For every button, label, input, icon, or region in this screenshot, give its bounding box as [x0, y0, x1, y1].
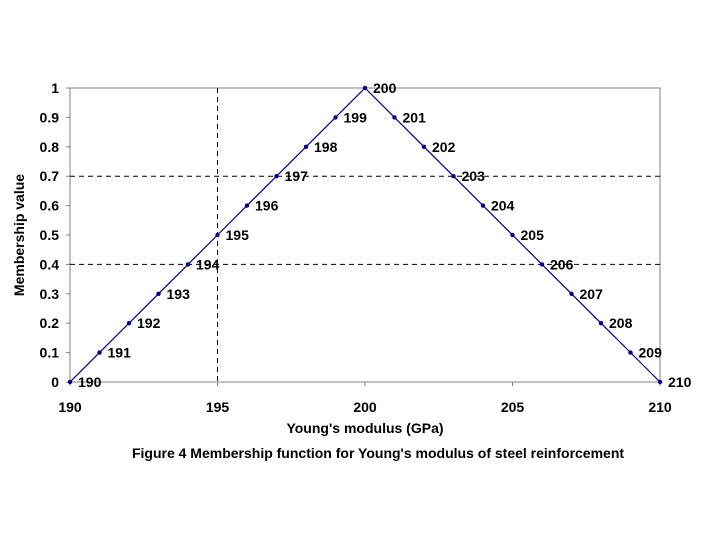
point-labels: 190 191 192 193 194 195 196 197 198 199 200 201 202 2…	[78, 80, 692, 390]
data-point	[539, 262, 545, 267]
x-axis-title: Young's modulus (GPa)	[286, 420, 443, 436]
data-point	[451, 174, 456, 179]
data-point-label: 196	[255, 198, 279, 214]
data-point	[156, 291, 161, 296]
data-point	[303, 144, 309, 149]
data-point	[628, 350, 633, 355]
data-point-label: 195	[226, 227, 250, 243]
data-point	[569, 291, 574, 296]
y-tick-label: 0.8	[40, 139, 60, 155]
data-point-label: 205	[521, 227, 545, 243]
y-tick-label: 0.9	[40, 109, 60, 125]
plot-area-frame	[69, 87, 661, 383]
data-point-label: 204	[491, 198, 515, 214]
x-tick-label: 205	[501, 399, 525, 415]
data-point-label: 197	[285, 168, 309, 184]
y-tick-label: 0.5	[40, 227, 60, 243]
data-point	[244, 203, 250, 208]
data-point	[598, 321, 604, 326]
data-point-label: 201	[403, 109, 427, 125]
x-tick-label: 195	[206, 399, 230, 415]
data-point-label: 199	[344, 109, 368, 125]
x-tick-label: 210	[648, 399, 672, 415]
data-point	[421, 144, 427, 149]
y-tick-label: 0.3	[40, 286, 60, 302]
data-point-label: 190	[78, 374, 102, 390]
data-point-label: 194	[196, 256, 220, 272]
data-point-label: 207	[580, 286, 604, 302]
y-tick-label: 0.6	[40, 198, 60, 214]
data-point	[274, 174, 279, 179]
axes: 0 0.1 0.2 0.3 0.4 0.5 0.6 0.7 0.8 0.9 1 190 195 200 20…	[40, 80, 672, 415]
data-point	[215, 232, 220, 238]
data-point	[510, 232, 515, 238]
data-point	[97, 350, 102, 355]
data-point-label: 193	[167, 286, 191, 302]
data-point-label: 203	[462, 168, 486, 184]
data-point-label: 200	[373, 80, 397, 96]
data-point-label: 206	[550, 256, 574, 272]
data-point	[333, 115, 338, 120]
y-tick-label: 0.4	[40, 256, 60, 272]
data-point-label: 192	[137, 315, 161, 331]
data-point-label: 210	[668, 374, 692, 390]
data-point	[392, 115, 397, 120]
y-tick-label: 0.7	[40, 168, 60, 184]
data-point	[480, 203, 486, 208]
data-point-label: 202	[432, 139, 456, 155]
data-point-label: 191	[108, 345, 132, 361]
data-point	[126, 321, 132, 326]
data-point	[185, 262, 191, 267]
data-point-label: 198	[314, 139, 338, 155]
data-point	[657, 379, 663, 385]
y-tick-label: 0	[51, 374, 59, 390]
y-tick-label: 1	[51, 80, 59, 96]
y-axis-title: Membership value	[11, 174, 27, 296]
series-layer	[67, 85, 663, 385]
data-point	[362, 85, 368, 91]
x-tick-label: 190	[58, 399, 82, 415]
figure-caption: Figure 4 Membership function for Young's…	[132, 445, 624, 461]
x-tick-label: 200	[353, 399, 377, 415]
data-point-label: 208	[609, 315, 633, 331]
data-point-label: 209	[639, 345, 663, 361]
y-tick-label: 0.2	[40, 315, 60, 331]
data-point	[67, 379, 73, 385]
y-tick-label: 0.1	[40, 345, 60, 361]
